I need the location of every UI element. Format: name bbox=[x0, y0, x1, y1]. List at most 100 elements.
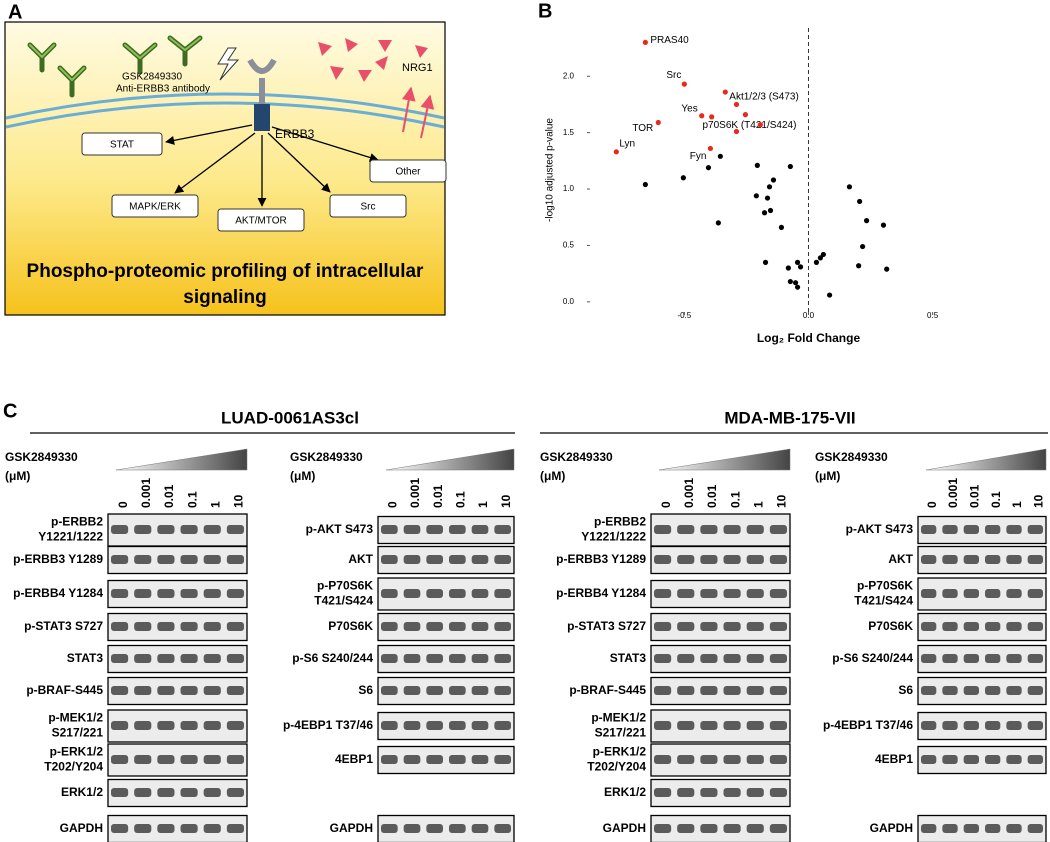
row-label: p-P70S6K bbox=[857, 579, 913, 593]
row-label: AKT bbox=[888, 552, 913, 566]
y-tick-label: 0.0 bbox=[563, 297, 575, 306]
band bbox=[677, 589, 695, 598]
band bbox=[449, 555, 466, 564]
antibody-desc: Anti-ERBB3 antibody bbox=[116, 84, 210, 95]
dose-header: (μM) bbox=[290, 469, 315, 483]
point bbox=[884, 266, 890, 272]
row-label: S217/221 bbox=[52, 726, 104, 740]
y-tick-label: 0.5 bbox=[563, 241, 575, 250]
band bbox=[942, 755, 958, 764]
band bbox=[942, 654, 958, 663]
band bbox=[746, 755, 764, 764]
blot bbox=[650, 513, 791, 547]
band bbox=[769, 555, 787, 564]
band bbox=[471, 721, 489, 730]
blot bbox=[917, 814, 1047, 842]
band bbox=[403, 824, 421, 833]
band bbox=[134, 622, 152, 631]
blot bbox=[377, 745, 515, 775]
row-label: p-STAT3 S727 bbox=[567, 619, 646, 633]
band bbox=[494, 525, 511, 534]
point-label: PRAS40 bbox=[650, 35, 689, 46]
blot bbox=[107, 814, 248, 842]
band bbox=[921, 824, 937, 833]
band bbox=[426, 686, 443, 695]
band bbox=[1006, 686, 1022, 695]
pathway-box bbox=[81, 132, 163, 156]
dose-header: GSK2849330 bbox=[290, 450, 363, 464]
row-label: T202/Y204 bbox=[587, 760, 646, 774]
band bbox=[654, 824, 672, 833]
band bbox=[677, 824, 695, 833]
point bbox=[767, 207, 774, 214]
band bbox=[700, 555, 718, 564]
band bbox=[111, 622, 129, 631]
band bbox=[426, 589, 443, 598]
band bbox=[203, 525, 221, 534]
blot bbox=[650, 612, 791, 642]
row-label: p-AKT S473 bbox=[846, 522, 914, 536]
band bbox=[700, 721, 718, 730]
row-label: p-ERBB4 Y1284 bbox=[13, 586, 103, 600]
band bbox=[1027, 686, 1043, 695]
band bbox=[921, 589, 937, 598]
dose-header: GSK2849330 bbox=[540, 450, 613, 464]
row-label: p-4EBP1 T37/46 bbox=[823, 718, 913, 732]
band bbox=[426, 654, 443, 663]
row-label: p-BRAF-S445 bbox=[569, 683, 646, 697]
band bbox=[157, 755, 175, 764]
point-label: Src bbox=[666, 70, 681, 81]
blot bbox=[650, 644, 791, 674]
band bbox=[746, 788, 764, 797]
band bbox=[654, 555, 672, 564]
dose: 0.001 bbox=[682, 478, 696, 508]
blot bbox=[917, 745, 1047, 775]
band bbox=[723, 622, 741, 631]
band bbox=[157, 721, 175, 730]
band bbox=[700, 686, 718, 695]
band bbox=[921, 555, 937, 564]
band bbox=[180, 622, 198, 631]
signal-arrows bbox=[165, 124, 379, 207]
band bbox=[1006, 525, 1022, 534]
band bbox=[1006, 589, 1022, 598]
dose: 0.01 bbox=[431, 484, 445, 508]
band bbox=[1006, 721, 1022, 730]
dose: 0.01 bbox=[705, 484, 719, 508]
blot bbox=[917, 577, 1047, 611]
band bbox=[157, 525, 175, 534]
band bbox=[985, 525, 1001, 534]
point bbox=[813, 259, 820, 265]
panel-label: C bbox=[3, 400, 17, 422]
pathway-label: Src bbox=[361, 202, 376, 213]
band bbox=[134, 824, 152, 833]
band bbox=[111, 654, 129, 663]
row-label: T202/Y204 bbox=[44, 760, 103, 774]
band bbox=[1027, 589, 1043, 598]
band bbox=[449, 589, 466, 598]
blot bbox=[650, 778, 791, 808]
band bbox=[180, 654, 198, 663]
band bbox=[985, 755, 1001, 764]
antibodies-hl bbox=[29, 37, 201, 82]
band bbox=[471, 824, 489, 833]
blot bbox=[107, 644, 248, 674]
band bbox=[654, 755, 672, 764]
dose: 1 bbox=[208, 501, 222, 508]
row-label: S6 bbox=[358, 683, 373, 697]
band bbox=[942, 622, 958, 631]
row-label: ERK1/2 bbox=[604, 785, 646, 799]
band bbox=[700, 622, 718, 631]
band bbox=[1027, 654, 1043, 663]
band bbox=[1027, 755, 1043, 764]
band bbox=[449, 755, 466, 764]
band bbox=[746, 555, 764, 564]
band bbox=[654, 525, 672, 534]
band bbox=[700, 788, 718, 797]
row-label: GAPDH bbox=[870, 821, 913, 835]
panel-label: B bbox=[538, 0, 552, 22]
row-label: GAPDH bbox=[603, 821, 646, 835]
band bbox=[226, 755, 244, 764]
pathway-box bbox=[111, 194, 199, 218]
blot bbox=[107, 778, 248, 808]
